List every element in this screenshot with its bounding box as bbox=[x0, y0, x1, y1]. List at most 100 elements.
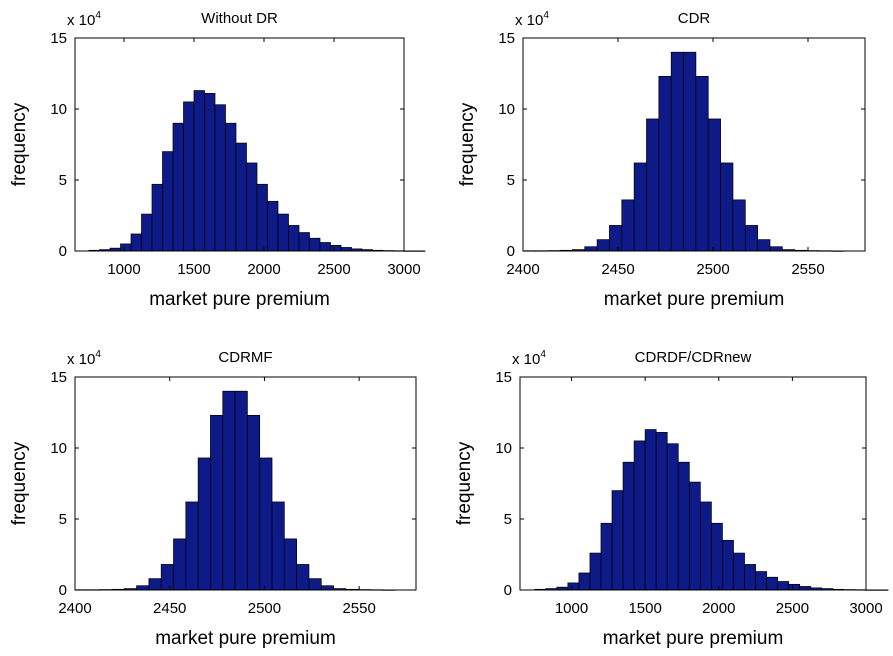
histogram-bar bbox=[744, 564, 756, 591]
histogram-bar bbox=[308, 578, 322, 591]
histogram-bar bbox=[688, 481, 701, 591]
histogram-bar bbox=[330, 244, 342, 252]
chart-title: CDRMF bbox=[218, 349, 272, 366]
y-tick-label: 0 bbox=[59, 582, 67, 599]
x-tick-label: 2500 bbox=[248, 600, 281, 617]
x-tick-label: 2550 bbox=[791, 261, 824, 278]
histogram-bar bbox=[185, 501, 199, 591]
y-tick-label: 10 bbox=[495, 440, 512, 457]
y-tick-label: 15 bbox=[50, 369, 67, 386]
histogram-bar bbox=[695, 75, 709, 252]
x-axis-label: market pure premium bbox=[604, 289, 785, 310]
histogram-bar bbox=[733, 552, 745, 591]
histogram-bar bbox=[646, 118, 660, 252]
histogram-bar bbox=[589, 552, 602, 591]
y-tick-label: 15 bbox=[50, 30, 67, 47]
y-axis-label: frequency bbox=[454, 441, 475, 525]
histogram-bar bbox=[414, 250, 426, 252]
histogram-bar bbox=[584, 246, 598, 252]
histogram-bar bbox=[578, 572, 591, 591]
x-tick-label: 1500 bbox=[177, 261, 210, 278]
x-tick-label: 2400 bbox=[58, 600, 91, 617]
y-multiplier-label: x 104 bbox=[512, 349, 546, 368]
histogram-bar bbox=[621, 199, 635, 252]
histogram-bar bbox=[666, 443, 679, 591]
y-axis-label: frequency bbox=[9, 441, 30, 525]
y-tick-label: 10 bbox=[498, 101, 515, 118]
y-tick-label: 0 bbox=[504, 582, 512, 599]
histogram-bar bbox=[611, 490, 624, 591]
plot-frame bbox=[74, 37, 405, 252]
histogram-bar bbox=[700, 501, 712, 591]
histogram-bar bbox=[130, 233, 142, 252]
histogram-bar bbox=[173, 538, 187, 591]
histogram-bar bbox=[277, 213, 289, 252]
histogram-bar bbox=[120, 243, 132, 252]
y-tick-label: 10 bbox=[50, 101, 67, 118]
histogram-bar bbox=[271, 501, 285, 591]
histogram-bar bbox=[655, 432, 668, 591]
x-tick-label: 2500 bbox=[776, 600, 809, 617]
histogram-bar bbox=[162, 151, 174, 252]
histogram-bar bbox=[222, 390, 236, 591]
histogram-bar bbox=[246, 162, 258, 252]
histogram-bar bbox=[320, 585, 334, 591]
y-tick-label: 0 bbox=[59, 243, 67, 260]
y-axis-label: frequency bbox=[9, 102, 30, 186]
histogram-bar bbox=[677, 461, 690, 591]
histogram-bar bbox=[141, 213, 153, 252]
x-tick-label: 2400 bbox=[506, 261, 539, 278]
y-multiplier-label: x 104 bbox=[515, 10, 549, 29]
y-tick-label: 5 bbox=[507, 172, 515, 189]
histogram-bar bbox=[766, 576, 779, 591]
x-tick-label: 1500 bbox=[628, 600, 661, 617]
y-tick-label: 10 bbox=[50, 440, 67, 457]
histogram-bar bbox=[622, 461, 635, 591]
histogram-bar bbox=[210, 414, 224, 591]
histogram-bar bbox=[722, 539, 734, 591]
histogram-bar bbox=[707, 118, 721, 252]
histogram-bar bbox=[755, 571, 767, 591]
histogram-bar bbox=[256, 183, 268, 252]
histogram-bar bbox=[247, 414, 261, 591]
chart-title: Without DR bbox=[201, 10, 278, 27]
y-tick-label: 5 bbox=[59, 172, 67, 189]
histogram-bar bbox=[683, 51, 697, 252]
histogram-bar bbox=[172, 122, 184, 252]
histogram-bar bbox=[151, 183, 163, 252]
y-tick-label: 5 bbox=[59, 511, 67, 528]
histogram-bar bbox=[757, 239, 771, 252]
histogram-bar bbox=[148, 578, 162, 591]
x-tick-label: 3000 bbox=[387, 261, 420, 278]
histogram-bar bbox=[296, 564, 310, 591]
histogram-bar bbox=[876, 589, 889, 591]
histogram-bar bbox=[319, 242, 331, 252]
histogram-bar bbox=[283, 538, 297, 591]
histogram-bar bbox=[340, 247, 352, 252]
x-tick-label: 2500 bbox=[317, 261, 350, 278]
y-tick-label: 15 bbox=[498, 30, 515, 47]
x-axis-label: market pure premium bbox=[603, 628, 784, 649]
panel-cdr: CDR x 104 frequency market pure premium … bbox=[457, 10, 866, 310]
histogram-bar bbox=[609, 225, 623, 252]
histogram-bar bbox=[197, 457, 211, 591]
histogram-bar bbox=[769, 246, 783, 252]
histogram-bar bbox=[259, 457, 273, 591]
histogram-bar bbox=[744, 225, 758, 252]
histogram-bar bbox=[799, 586, 812, 591]
histogram-bar bbox=[160, 564, 174, 591]
y-tick-label: 5 bbox=[504, 511, 512, 528]
y-multiplier-label: x 104 bbox=[67, 349, 101, 368]
histogram-bar bbox=[644, 429, 657, 591]
x-tick-label: 2450 bbox=[601, 261, 634, 278]
plot-frame bbox=[522, 37, 866, 252]
chart-title: CDRDF/CDRnew bbox=[635, 349, 752, 366]
x-tick-label: 1000 bbox=[107, 261, 140, 278]
histogram-bar bbox=[732, 199, 746, 252]
y-axis-label: frequency bbox=[457, 102, 478, 186]
histogram-bar bbox=[711, 522, 723, 591]
histogram-bar bbox=[633, 440, 646, 591]
histogram-bar bbox=[788, 583, 801, 591]
y-tick-label: 0 bbox=[507, 243, 515, 260]
